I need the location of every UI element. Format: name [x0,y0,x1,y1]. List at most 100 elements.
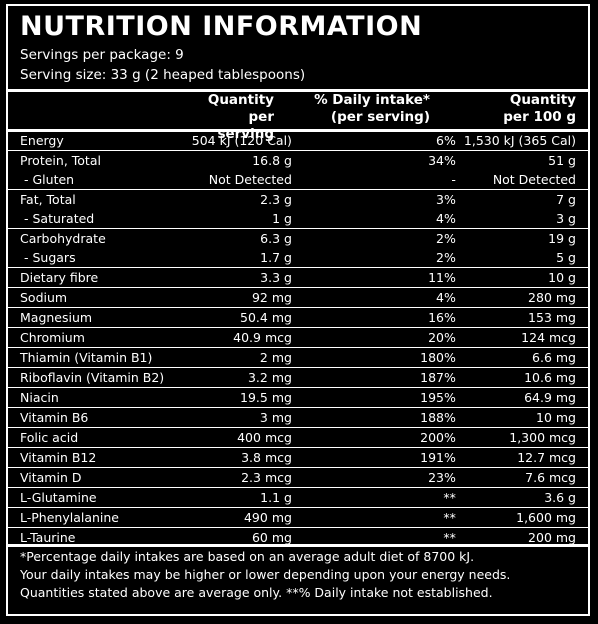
per-100g-value: 64.9 mg [463,387,588,408]
per-100g-value: 5 g [556,250,576,265]
nutrition-table: Energy 504 kJ (120 Cal) 6% 1,530 kJ (365 Ca… [8,131,588,547]
per-serving-value: 40.9 mcg [191,327,302,348]
table-row: Thiamin (Vitamin B1) 2 mg 180% 6.6 mg [8,347,588,368]
per-100g-value: 280 mg [463,287,588,308]
per-serving-value: 16.8 g [191,150,302,170]
nutrient-name: Sodium [8,287,192,308]
per-100g-value: 1,530 kJ (365 Cal) [463,133,576,148]
table-row: Vitamin B6 3 mg 188% 10 mg [8,407,588,428]
per-serving-value: 3.8 mcg [191,447,302,468]
nutrient-name: Thiamin (Vitamin B1) [8,347,192,368]
nutrient-name: - Saturated [24,211,95,226]
daily-intake-value: 16% [301,307,464,328]
per-serving-value: 60 mg [191,527,302,547]
per-serving-value: 19.5 mg [191,387,302,408]
daily-intake-value: 3% [301,189,464,209]
servings-per-package: Servings per package: 9 [20,47,184,63]
daily-intake-value: 4% [436,211,456,226]
per-100g-value: 3 g [556,211,576,226]
per-serving-value: 504 kJ (120 Cal) [191,133,292,148]
nutrient-name: Dietary fibre [8,267,192,288]
header-daily-line1: % Daily intake* [314,92,430,108]
nutrient-name: Folic acid [8,427,192,448]
daily-intake-value: ** [301,527,464,547]
table-row: Sodium 92 mg 4% 280 mg [8,287,588,308]
per-serving-value: 3 mg [191,407,302,428]
per-100g-value: Not Detected [492,172,576,187]
per-serving-value: 6.3 g [191,228,302,248]
nutrient-name: - Sugars [24,250,76,265]
per-100g-value: 6.6 mg [463,347,588,368]
table-row: Niacin 19.5 mg 195% 64.9 mg [8,387,588,408]
nutrient-name: L-Glutamine [8,487,192,508]
per-serving-value: 400 mcg [191,427,302,448]
header-per100-line1: Quantity [509,92,576,108]
per-100g-value: 19 g [463,228,588,248]
footnote-energy-needs: Your daily intakes may be higher or lowe… [20,567,511,582]
header-per-serving-line1: Quantity [207,92,274,108]
footnote-divider [8,544,588,547]
table-row: Carbohydrate 6.3 g 2% 19 g [8,228,588,248]
per-serving-value: 490 mg [191,507,302,528]
table-row: Dietary fibre 3.3 g 11% 10 g [8,267,588,288]
per-100g-value: 10 g [463,267,588,288]
nutrient-name: - Gluten [24,172,75,187]
per-100g-value: 10.6 mg [463,367,588,388]
daily-intake-value: 200% [301,427,464,448]
serving-size: Serving size: 33 g (2 heaped tablespoons… [20,67,306,83]
nutrient-name: Riboflavin (Vitamin B2) [8,367,192,388]
table-row: Riboflavin (Vitamin B2) 3.2 mg 187% 10.6 mg [8,367,588,388]
nutrient-name: Vitamin B12 [8,447,192,468]
per-100g-value: 124 mcg [463,327,588,348]
per-100g-value: 10 mg [463,407,588,428]
per-serving-value: 2.3 g [191,189,302,209]
table-row: L-Phenylalanine 490 mg ** 1,600 mg [8,507,588,528]
table-row: - Saturated 1 g 4% 3 g [8,209,588,229]
header-per-100g: Quantity per 100 g [438,92,576,126]
per-serving-value: 3.3 g [191,267,302,288]
nutrient-name: Energy [20,133,64,148]
daily-intake-value: 6% [436,133,456,148]
daily-intake-value: 187% [301,367,464,388]
table-row: Magnesium 50.4 mg 16% 153 mg [8,307,588,328]
nutrient-name: Fat, Total [8,189,192,209]
daily-intake-value: 191% [301,447,464,468]
header-divider [8,89,588,92]
daily-intake-value: ** [301,507,464,528]
nutrient-name: L-Taurine [8,527,192,547]
per-100g-value: 51 g [463,150,588,170]
table-row: Folic acid 400 mcg 200% 1,300 mcg [8,427,588,448]
nutrition-panel: NUTRITION INFORMATION Servings per packa… [6,4,590,616]
per-serving-value: 1 g [272,211,292,226]
daily-intake-value: 2% [436,250,456,265]
table-top-divider [8,129,588,132]
daily-intake-value: 188% [301,407,464,428]
table-row: - Sugars 1.7 g 2% 5 g [8,248,588,268]
daily-intake-value: 195% [301,387,464,408]
table-row: Protein, Total 16.8 g 34% 51 g [8,150,588,170]
table-row: Vitamin B12 3.8 mcg 191% 12.7 mcg [8,447,588,468]
per-serving-value: 50.4 mg [191,307,302,328]
table-row: L-Taurine 60 mg ** 200 mg [8,527,588,547]
nutrient-name: Magnesium [8,307,192,328]
nutrient-name: L-Phenylalanine [8,507,192,528]
per-serving-value: 2 mg [191,347,302,368]
daily-intake-value: ** [301,487,464,508]
footnotes: *Percentage daily intakes are based on a… [20,548,510,602]
nutrient-name: Vitamin D [8,467,192,488]
per-100g-value: 12.7 mcg [463,447,588,468]
per-100g-value: 7.6 mcg [463,467,588,488]
panel-title: NUTRITION INFORMATION [20,11,423,42]
per-100g-value: 1,300 mcg [463,427,588,448]
per-serving-value: 92 mg [191,287,302,308]
per-serving-value: 1.1 g [191,487,302,508]
per-100g-value: 153 mg [463,307,588,328]
footnote-average: Quantities stated above are average only… [20,585,493,600]
daily-intake-value: 20% [301,327,464,348]
daily-intake-value: 34% [301,150,464,170]
header-per100-line2: per 100 g [503,109,576,125]
nutrient-name: Niacin [8,387,192,408]
table-row: L-Glutamine 1.1 g ** 3.6 g [8,487,588,508]
table-row: Chromium 40.9 mcg 20% 124 mcg [8,327,588,348]
per-serving-value: 2.3 mcg [191,467,302,488]
